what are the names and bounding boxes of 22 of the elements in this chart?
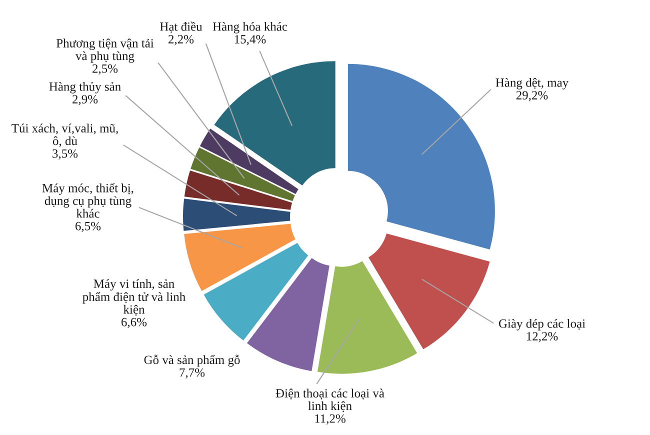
slice-label: Phương tiện vận tải và phụ tùng [56, 38, 154, 63]
slice-label: Túi xách, ví,vali, mũ, ô, dù [12, 124, 118, 147]
data-label: 2,2% [168, 35, 194, 46]
slice-label: Hạt điều [160, 22, 202, 33]
data-label: 12,2% [526, 332, 558, 342]
data-label: 11,2% [315, 414, 346, 425]
data-label: 2,5% [92, 64, 118, 75]
data-label: 29,2% [516, 91, 548, 102]
slice-label: Điện thoại các loại và linh kiện [276, 388, 384, 412]
data-label: 6,5% [76, 222, 101, 232]
data-label: 2,9% [72, 95, 98, 106]
data-label: 6,6% [122, 318, 147, 328]
slice-label: Giày dép các loại [498, 318, 586, 330]
slice-label: Hàng dệt, may [496, 78, 569, 90]
slice-label: Gỗ và sản phẩm gỗ [144, 354, 240, 367]
slice-label: Máy móc, thiết bị, dụng cụ phụ tùng khác [42, 183, 134, 218]
slice-label: Máy vi tính, sản phẩm điện tử và linh kiện [82, 279, 186, 316]
data-label: 7,7% [180, 368, 205, 379]
data-label: 3,5% [52, 149, 78, 160]
slice-label: Hàng hóa khác [212, 22, 288, 34]
slice-label: Hàng thủy sản [49, 82, 121, 94]
data-label: 15,4% [234, 35, 266, 46]
